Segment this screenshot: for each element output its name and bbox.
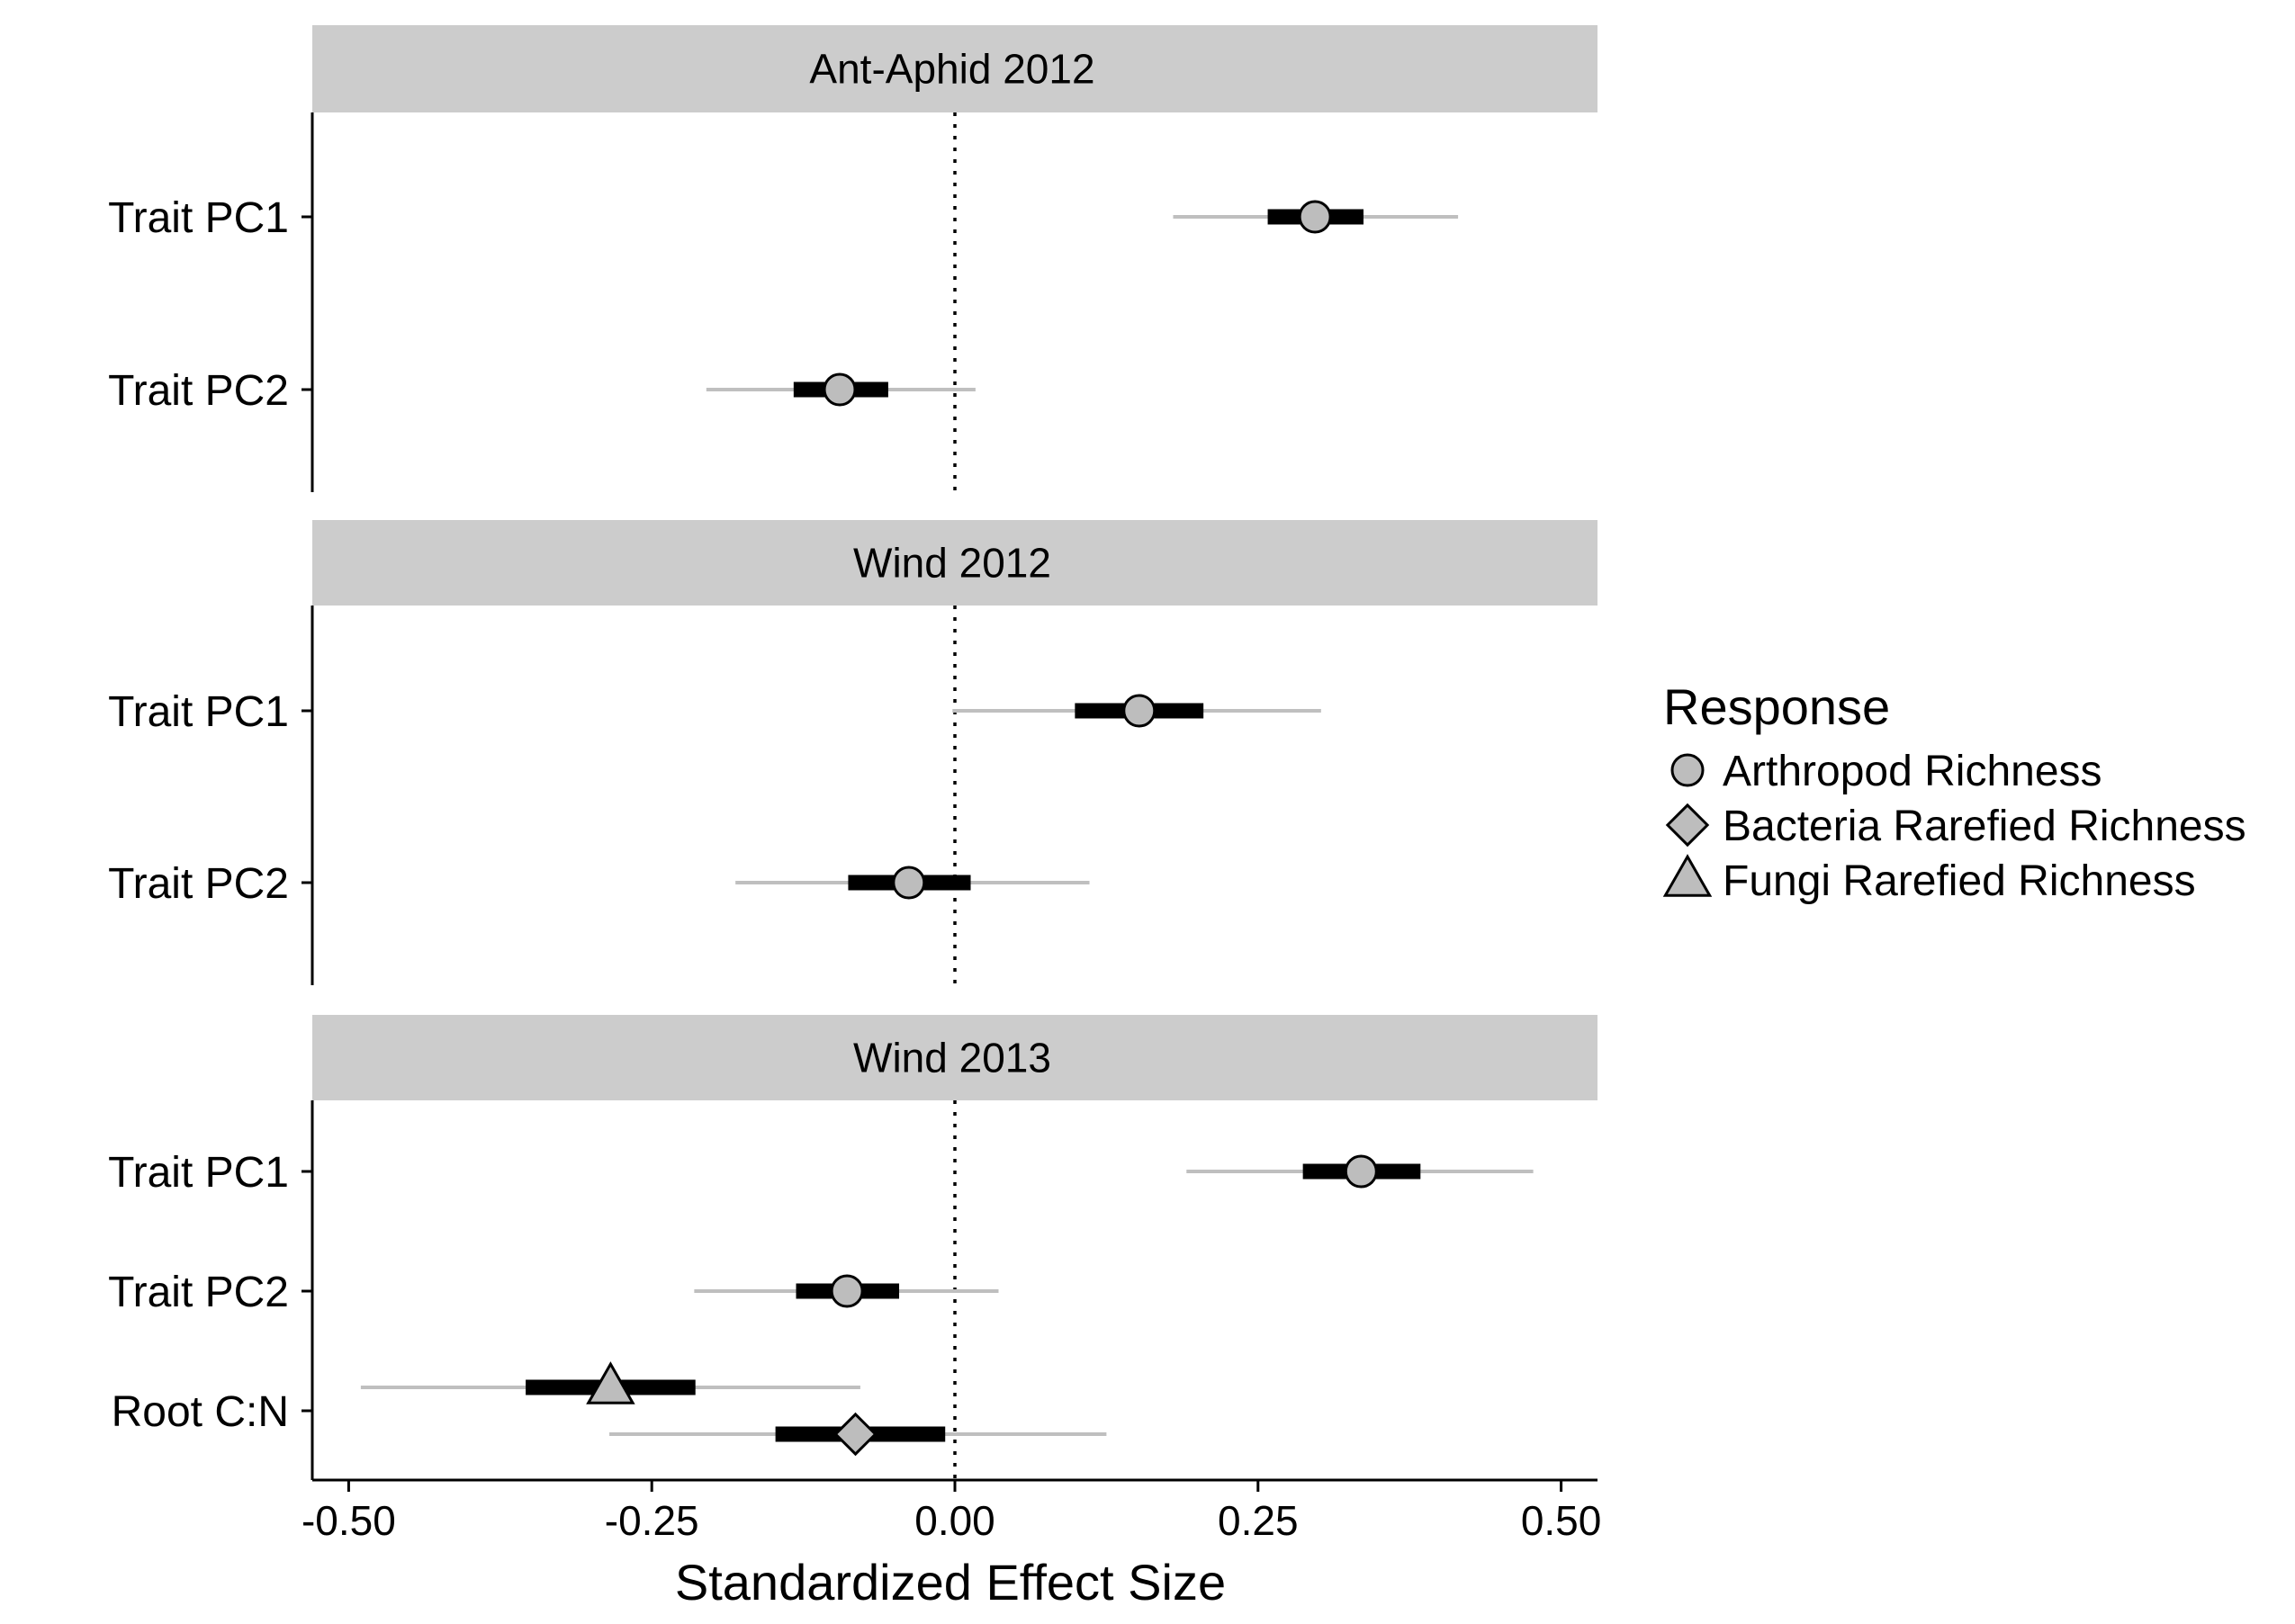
point-estimate	[586, 1361, 635, 1404]
legend-title: Response	[1663, 678, 1890, 735]
y-tick-label: Trait PC2	[108, 367, 289, 415]
point-estimate	[1344, 1154, 1378, 1189]
legend-label: Arthropod Richness	[1723, 748, 2102, 795]
x-tick-label: -0.25	[605, 1497, 699, 1544]
legend-label: Bacteria Rarefied Richness	[1723, 803, 2246, 850]
point-estimate	[1122, 694, 1156, 728]
legend-label: Fungi Rarefied Richness	[1723, 857, 2196, 905]
x-tick-label: -0.50	[302, 1497, 396, 1544]
panel-strip	[312, 1015, 1598, 1100]
y-tick-label: Trait PC2	[108, 1269, 289, 1316]
point-estimate	[823, 372, 857, 407]
point-estimate	[1298, 200, 1332, 234]
y-tick-label: Trait PC1	[108, 194, 289, 242]
x-tick-label: 0.00	[914, 1497, 995, 1544]
y-tick-label: Root C:N	[112, 1388, 289, 1436]
panel-strip	[312, 520, 1598, 606]
legend-key-circle	[1670, 753, 1705, 787]
panel-title: Wind 2013	[853, 1035, 1051, 1081]
point-estimate	[892, 866, 926, 900]
x-tick-label: 0.25	[1218, 1497, 1299, 1544]
x-axis-title: Standardized Effect Size	[675, 1554, 1226, 1611]
y-tick-label: Trait PC1	[108, 1149, 289, 1197]
legend-key-triangle	[1662, 854, 1713, 897]
x-tick-label: 0.50	[1521, 1497, 1602, 1544]
panel-title: Wind 2012	[853, 540, 1051, 587]
panel-title: Ant-Aphid 2012	[809, 46, 1094, 93]
y-tick-label: Trait PC2	[108, 860, 289, 908]
legend-key-diamond	[1665, 803, 1710, 848]
panel-strip	[312, 25, 1598, 112]
y-tick-label: Trait PC1	[108, 688, 289, 736]
point-estimate	[830, 1274, 864, 1308]
point-estimate	[833, 1412, 878, 1457]
